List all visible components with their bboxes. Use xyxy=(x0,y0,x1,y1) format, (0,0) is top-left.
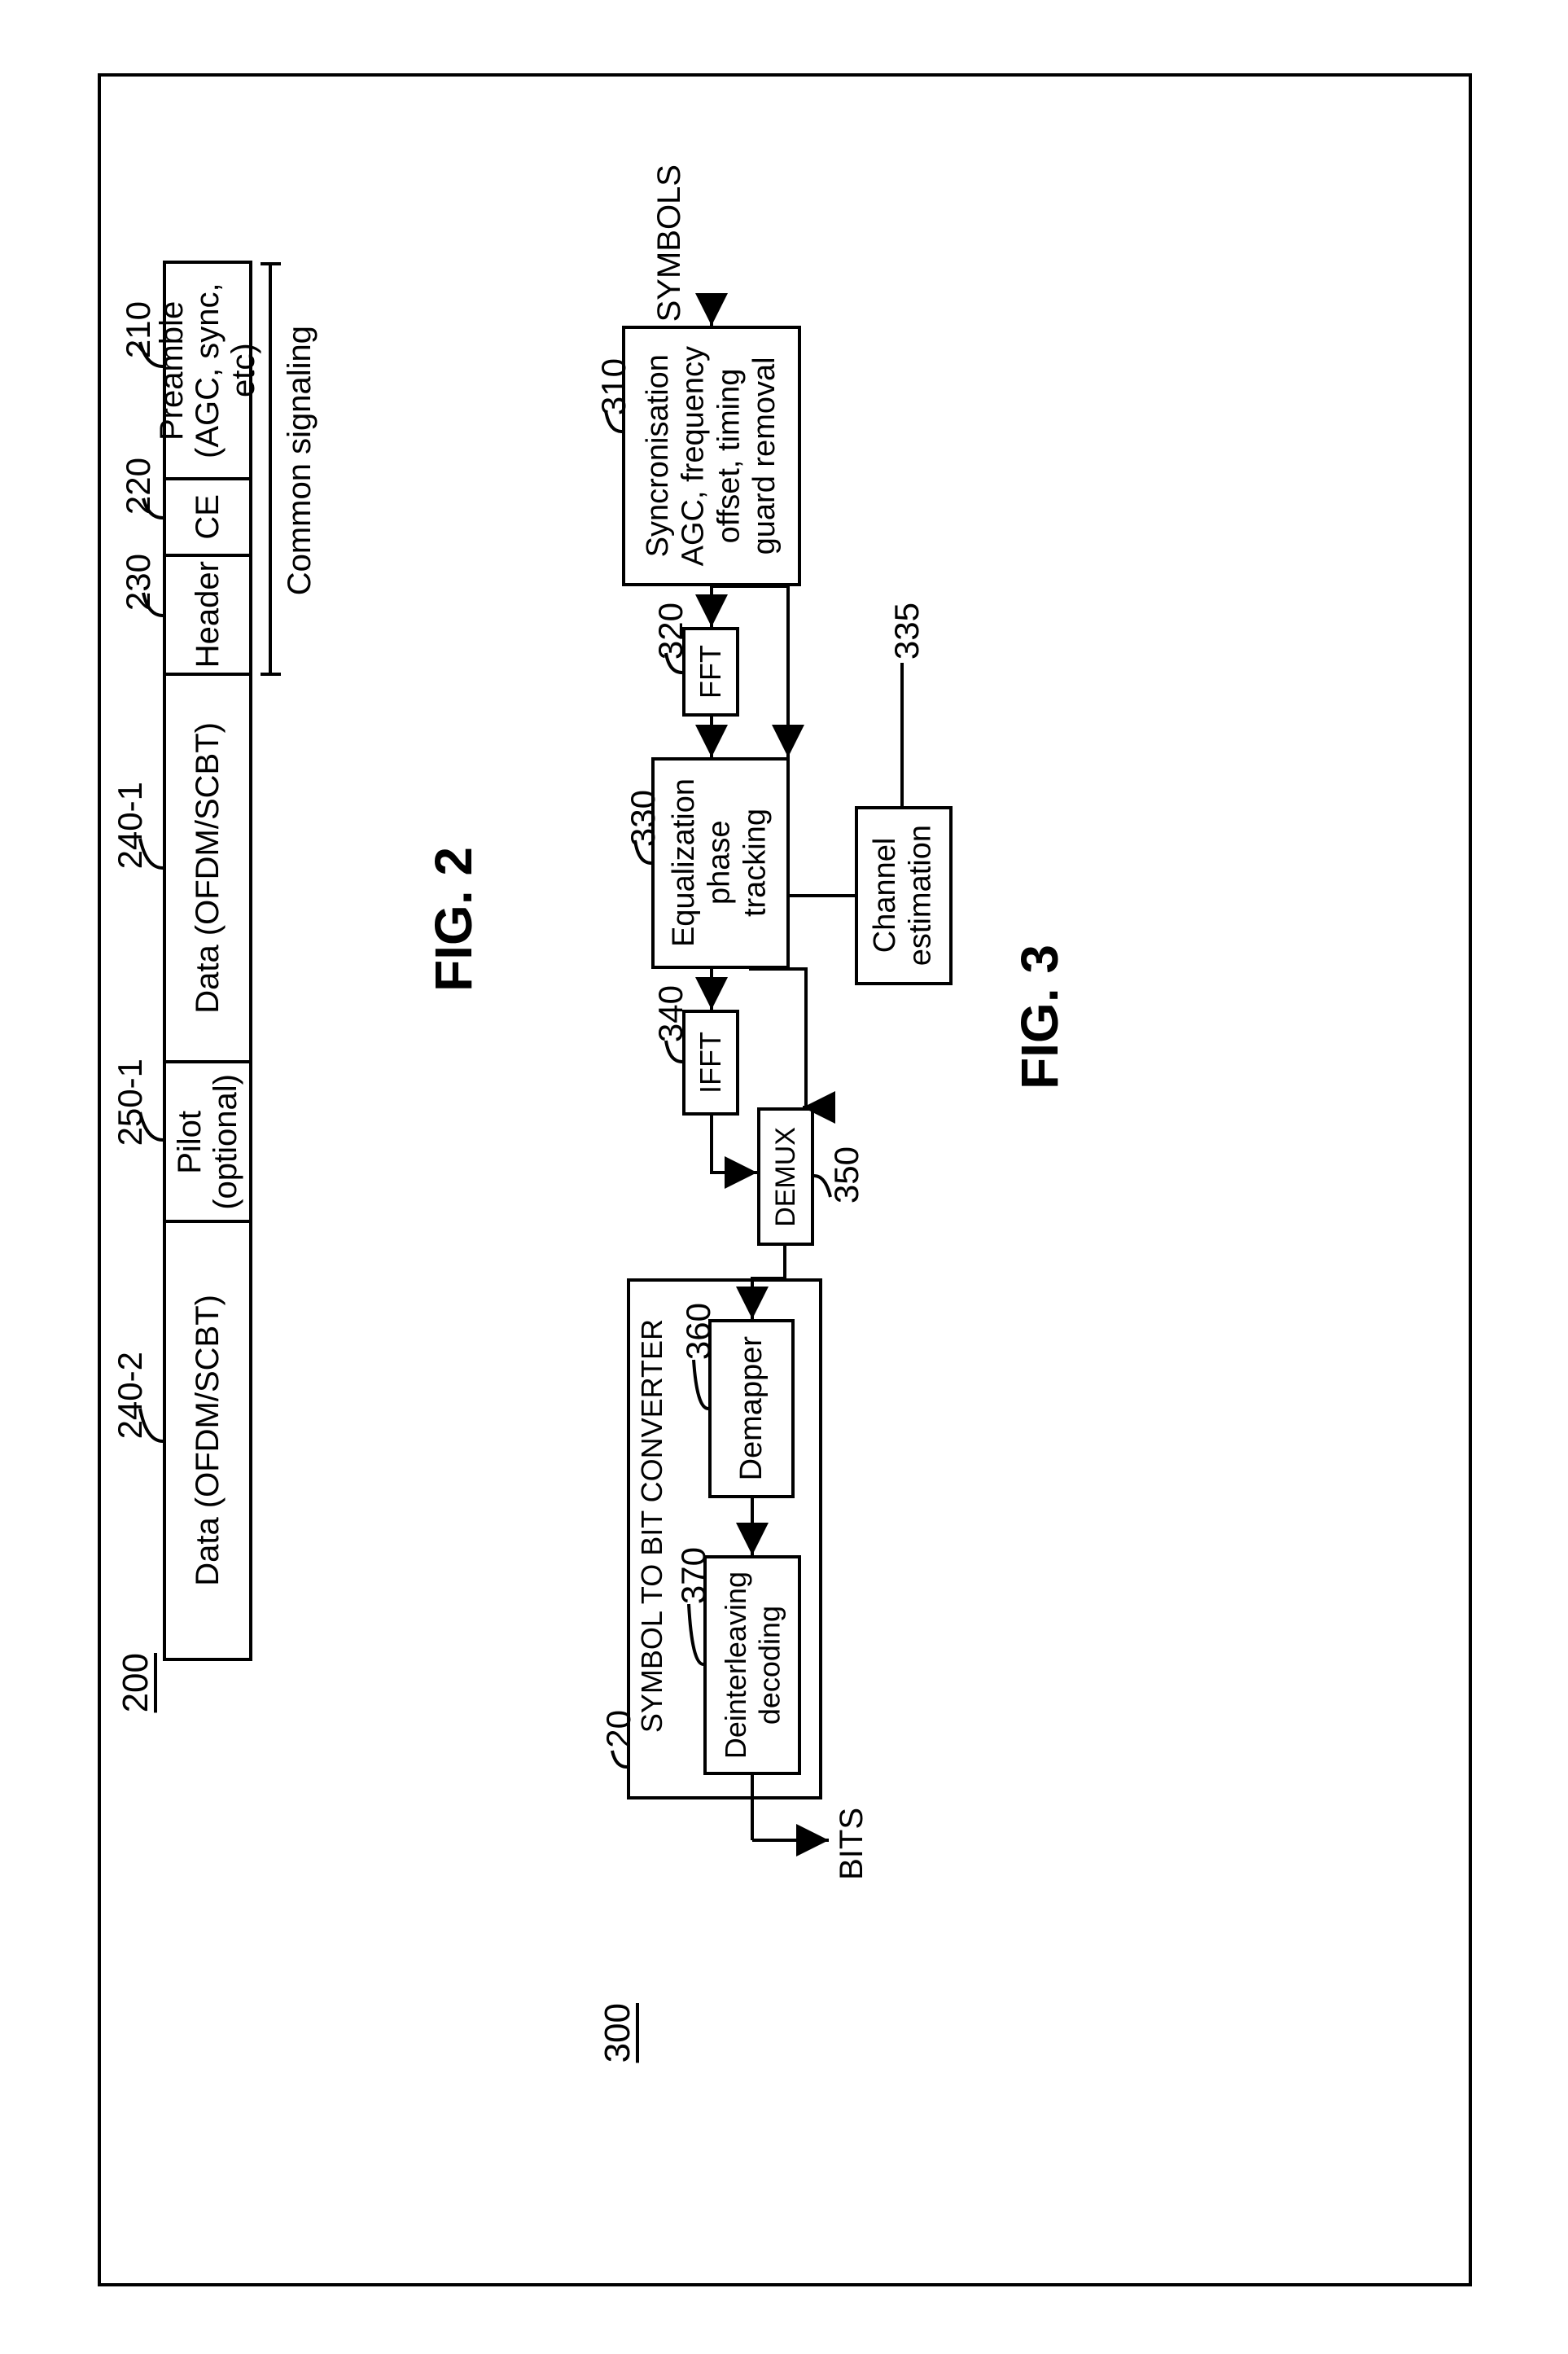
fig3-converter-title: SYMBOL TO BIT CONVERTER xyxy=(635,1319,669,1733)
fig3-block-demux: DEMUX xyxy=(757,1107,814,1246)
fig3-block-deint: Deinterleaving decoding xyxy=(703,1555,801,1775)
fig3-ref-335: 335 xyxy=(887,603,926,660)
fig2-ref-250-1: 250-1 xyxy=(111,1059,150,1146)
fig3-block-ifft-text: IFFT xyxy=(694,1032,728,1094)
fig2-seg-data2: Data (OFDM/SCBT) xyxy=(163,1220,252,1661)
fig3-ref-320: 320 xyxy=(651,603,690,660)
fig3-block-chest: Channel estimation xyxy=(855,806,953,985)
fig3-block-chest-text: Channel estimation xyxy=(868,825,939,966)
fig3-block-eq-text: Equalization phase tracking xyxy=(667,778,773,947)
fig3-block-eq: Equalization phase tracking xyxy=(651,757,790,969)
fig3-block-ifft: IFFT xyxy=(682,1010,739,1116)
fig2-seg-data1: Data (OFDM/SCBT) xyxy=(163,673,252,1063)
fig2-seg-data2-text: Data (OFDM/SCBT) xyxy=(190,1295,226,1586)
fig3-ref-350: 350 xyxy=(827,1146,866,1203)
fig2-seg-pilot: Pilot (optional) xyxy=(163,1060,252,1223)
fig2-ref-230: 230 xyxy=(119,554,158,611)
fig3-block-fft: FFT xyxy=(682,627,739,717)
fig3-ref-360: 360 xyxy=(679,1303,718,1360)
fig3-block-deint-text: Deinterleaving decoding xyxy=(719,1572,786,1759)
fig3-input-label: SYMBOLS xyxy=(651,164,688,322)
fig2-ref-200: 200 xyxy=(116,1653,156,1712)
fig3-block-demapper: Demapper xyxy=(708,1319,795,1498)
fig3-block-demapper-text: Demapper xyxy=(734,1336,769,1480)
page: Preamble (AGC, sync, etc) CE Header Data… xyxy=(0,0,1568,2354)
fig3-ref-20: 20 xyxy=(599,1710,638,1748)
fig2-seg-pilot-text: Pilot (optional) xyxy=(172,1074,243,1210)
fig3-ref-330: 330 xyxy=(624,790,663,847)
fig3-caption: FIG. 3 xyxy=(1010,945,1070,1089)
fig3-ref-340: 340 xyxy=(651,985,690,1042)
fig3-output-label: BITS xyxy=(834,1808,870,1880)
fig2-seg-header-text: Header xyxy=(190,561,226,668)
fig2-seg-ce-text: CE xyxy=(190,494,226,540)
fig3-block-sync-text: Syncronisation AGC, frequency offset, ti… xyxy=(641,346,783,566)
fig2-ref-220: 220 xyxy=(119,458,158,515)
fig2-seg-preamble-text: Preamble (AGC, sync, etc) xyxy=(154,270,261,471)
fig3-ref-370: 370 xyxy=(674,1547,713,1604)
fig3-block-sync: Syncronisation AGC, frequency offset, ti… xyxy=(622,326,801,586)
fig2-seg-header: Header xyxy=(163,554,252,676)
fig2-seg-data1-text: Data (OFDM/SCBT) xyxy=(190,722,226,1014)
fig2-ref-240-2: 240-2 xyxy=(111,1352,150,1439)
fig2-ref-240-1: 240-1 xyxy=(111,782,150,869)
fig3-block-fft-text: FFT xyxy=(694,645,728,699)
fig2-common-signaling-label: Common signaling xyxy=(282,326,318,595)
fig2-seg-preamble: Preamble (AGC, sync, etc) xyxy=(163,261,252,480)
fig2-seg-ce: CE xyxy=(163,477,252,557)
fig2-caption: FIG. 2 xyxy=(423,847,484,992)
fig3-ref-300: 300 xyxy=(598,2003,638,2062)
fig3-block-demux-text: DEMUX xyxy=(770,1127,802,1227)
fig2-ref-210: 210 xyxy=(119,301,158,358)
fig3-ref-310: 310 xyxy=(594,358,633,415)
